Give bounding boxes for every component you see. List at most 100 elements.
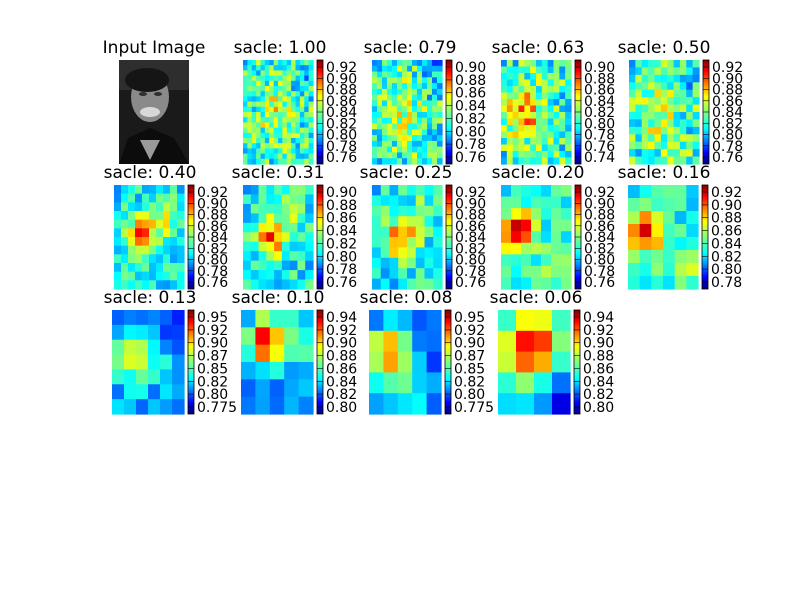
heatmap-cell bbox=[377, 88, 383, 96]
heatmap-cell bbox=[264, 117, 270, 123]
heatmap-cell bbox=[377, 135, 383, 142]
heatmap-cell bbox=[417, 83, 423, 90]
heatmap-cell bbox=[437, 117, 443, 125]
heatmap-cell bbox=[398, 237, 408, 248]
heatmap-cell bbox=[501, 73, 508, 81]
heatmap-cell bbox=[380, 185, 391, 196]
heatmap-cell bbox=[530, 79, 537, 87]
heatmap-cell bbox=[674, 276, 687, 290]
heatmap-cell bbox=[297, 203, 306, 214]
heatmap-cell bbox=[177, 254, 185, 264]
heatmap-cell bbox=[128, 237, 136, 247]
heatmap-cell bbox=[243, 158, 248, 165]
colorbar-tick-label: 0.90 bbox=[711, 198, 742, 214]
heatmap-cell bbox=[387, 100, 393, 107]
heatmap-cell bbox=[260, 65, 266, 71]
heatmap-cell bbox=[304, 122, 310, 129]
heatmap-cell bbox=[372, 140, 378, 148]
heatmap-cell bbox=[148, 384, 161, 400]
heatmap-cell bbox=[397, 117, 403, 125]
heatmap-cell bbox=[243, 143, 248, 149]
heatmap-cell bbox=[501, 105, 508, 113]
heatmap-cell bbox=[269, 117, 275, 123]
heatmap-cell bbox=[156, 185, 164, 195]
colorbar-tick-label: 0.84 bbox=[326, 105, 357, 121]
heatmap-cell bbox=[369, 330, 384, 353]
heatmap-cell bbox=[299, 117, 305, 123]
heatmap-cell bbox=[382, 88, 388, 96]
heatmap-cell bbox=[437, 112, 443, 119]
heatmap-cell bbox=[282, 153, 288, 160]
heatmap-cell bbox=[417, 112, 423, 119]
heatmap-cell bbox=[282, 132, 288, 139]
heatmap-cell bbox=[177, 245, 185, 255]
heatmap-cell bbox=[289, 279, 299, 290]
heatmap-cell bbox=[660, 60, 668, 69]
heatmap-cell bbox=[387, 123, 393, 130]
colorbar-tick-label: 0.86 bbox=[326, 211, 357, 227]
heatmap-cell bbox=[251, 80, 257, 87]
colorbar-tick-label: 0.90 bbox=[455, 196, 486, 212]
heatmap-cell bbox=[432, 94, 438, 102]
heatmap-cell bbox=[547, 138, 555, 146]
heatmap-cell bbox=[372, 135, 378, 142]
heatmap-cell bbox=[679, 126, 687, 135]
heatmap-cell bbox=[163, 263, 171, 273]
heatmap-cell bbox=[541, 138, 549, 146]
heatmap-cell bbox=[260, 143, 266, 149]
heatmap-cell bbox=[561, 265, 572, 279]
heatmap-cell bbox=[536, 73, 543, 81]
heatmap-cell bbox=[422, 71, 428, 78]
heatmap-cell bbox=[654, 156, 662, 165]
heatmap-cell bbox=[660, 89, 668, 98]
heatmap-cell bbox=[308, 122, 314, 129]
heatmap-cell bbox=[686, 104, 694, 113]
heatmap-cell bbox=[274, 203, 283, 214]
panel-title: sacle: 0.50 bbox=[618, 38, 711, 58]
heatmap-cell bbox=[667, 149, 675, 158]
heatmap-cell bbox=[530, 86, 537, 94]
heatmap-cell bbox=[278, 122, 283, 129]
heatmap-cell bbox=[541, 151, 549, 159]
heatmap-cell bbox=[389, 257, 399, 269]
heatmap-cell bbox=[660, 104, 668, 113]
heatmap-cell bbox=[524, 151, 531, 159]
heatmap-cell bbox=[654, 89, 662, 98]
heatmap-cell bbox=[412, 106, 418, 113]
heatmap-cell bbox=[121, 219, 129, 229]
heatmap-cell bbox=[289, 222, 299, 233]
heatmap-cell bbox=[397, 310, 413, 332]
colorbar-tick-label: 0.88 bbox=[455, 208, 486, 224]
heatmap-cell bbox=[281, 222, 291, 233]
heatmap-cell bbox=[679, 119, 687, 128]
heatmap-cell bbox=[156, 211, 164, 221]
heatmap-cell bbox=[412, 129, 418, 136]
heatmap-cell bbox=[427, 88, 433, 96]
heatmap-cell bbox=[424, 205, 434, 217]
heatmap-cell bbox=[641, 156, 649, 165]
heatmap-cell bbox=[629, 156, 636, 165]
heatmap-cell bbox=[305, 260, 314, 271]
heatmap-cell bbox=[305, 279, 314, 290]
heatmap-cell bbox=[383, 330, 399, 353]
heatmap-cell bbox=[536, 131, 543, 139]
heatmap-cell bbox=[553, 138, 560, 146]
heatmap-cell bbox=[177, 271, 185, 281]
heatmap-cell bbox=[512, 105, 520, 113]
colorbar-tick-label: 0.92 bbox=[326, 323, 357, 339]
heatmap-cell bbox=[501, 118, 508, 126]
heatmap-cell bbox=[372, 237, 382, 248]
heatmap-cell bbox=[172, 399, 185, 415]
heatmap-cell bbox=[437, 106, 443, 113]
heatmap-cell bbox=[674, 185, 687, 199]
heatmap-cell bbox=[559, 157, 566, 165]
heatmap-cell bbox=[247, 91, 253, 97]
heatmap-cell bbox=[241, 379, 256, 398]
heatmap-cell bbox=[256, 127, 262, 134]
heatmap-cell bbox=[266, 279, 275, 290]
heatmap-cell bbox=[541, 60, 549, 68]
heatmap-cell bbox=[424, 185, 434, 196]
colorbar bbox=[701, 184, 709, 290]
heatmap-cell bbox=[501, 242, 512, 255]
heatmap-cell bbox=[255, 379, 271, 398]
